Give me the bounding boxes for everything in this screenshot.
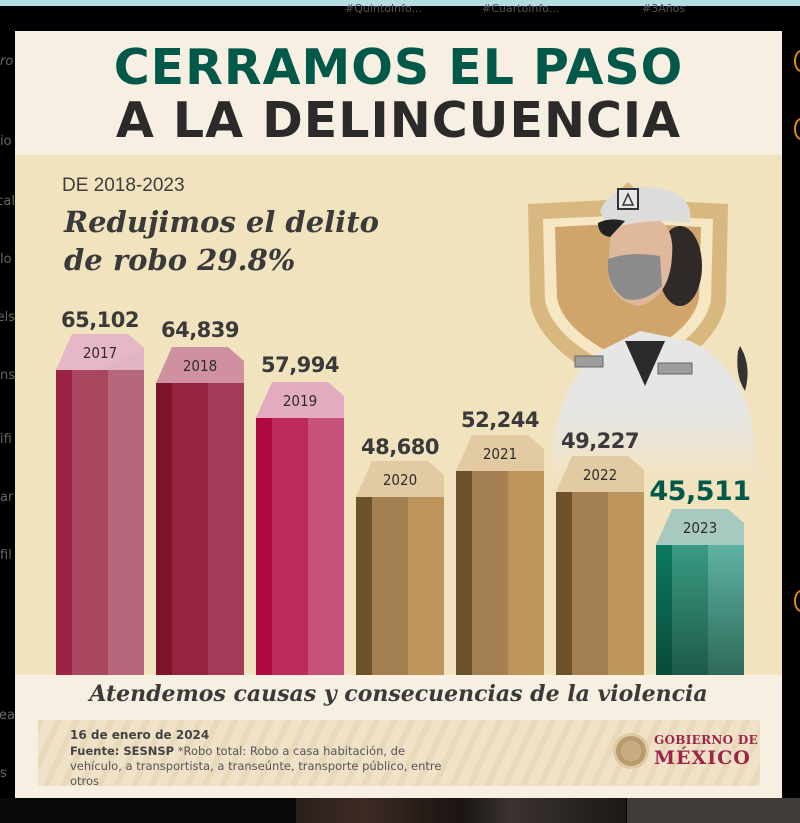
left-sidebar-cutoff: ro io cal lo els ns ifi ar fil ea s: [0, 30, 15, 800]
thumbnail-image[interactable]: [296, 798, 626, 823]
bar-2021: 2021: [456, 435, 544, 675]
sidebar-fragment[interactable]: els: [0, 310, 15, 325]
bar-value-label: 57,994: [260, 353, 340, 377]
headline-line-1: Redujimos el delito: [64, 205, 379, 239]
bar-value-label: 48,680: [360, 435, 440, 459]
bar-year-label: 2022: [582, 466, 618, 484]
notification-ring-icon[interactable]: [794, 118, 800, 140]
bar-year-label: 2023: [682, 519, 718, 537]
sidebar-fragment[interactable]: lo: [0, 252, 12, 267]
headline: Redujimos el delito de robo 29.8%: [64, 203, 379, 279]
logo-line-1: GOBIERNO DE: [654, 733, 759, 747]
infographic-card: CERRAMOS EL PASO A LA DELINCUENCIA DE 20…: [15, 31, 782, 798]
bar-value-label-highlight: 45,511: [649, 476, 751, 507]
hashtag-link[interactable]: #CuartoInfo...: [482, 2, 560, 15]
hashtag-link[interactable]: #QuintoInfo...: [345, 2, 423, 15]
source-label: Fuente: SESNSP: [70, 744, 175, 758]
bar-value-label: 49,227: [560, 429, 640, 453]
coat-of-arms-icon: [613, 733, 649, 769]
browser-top-bar: [0, 0, 800, 6]
sidebar-fragment[interactable]: ea: [0, 708, 15, 723]
sidebar-fragment[interactable]: ns: [0, 368, 15, 383]
sidebar-fragment[interactable]: ar: [0, 490, 14, 505]
bar-value-label: 65,102: [60, 308, 140, 332]
sidebar-fragment[interactable]: fil: [0, 548, 12, 563]
sidebar-fragment[interactable]: s: [0, 766, 7, 781]
sidebar-fragment[interactable]: ro: [0, 54, 14, 69]
bar-2020: 2020: [356, 461, 444, 675]
notification-ring-icon[interactable]: [794, 50, 800, 72]
soldier-illustration: [550, 186, 760, 481]
notification-ring-icon[interactable]: [794, 590, 800, 612]
tagline: Atendemos causas y consecuencias de la v…: [89, 681, 708, 707]
bar-2023: 2023: [656, 509, 744, 675]
bar-year-label: 2020: [382, 471, 418, 489]
bar-year-label: 2017: [82, 344, 118, 362]
footer: 16 de enero de 2024 Fuente: SESNSP *Robo…: [38, 720, 760, 789]
title-line-2: A LA DELINCUENCIA: [115, 92, 682, 149]
headline-line-2: de robo 29.8%: [64, 243, 296, 277]
sidebar-fragment[interactable]: cal: [0, 194, 15, 209]
bar-2018: 2018: [156, 347, 244, 675]
thumbnail-image[interactable]: [627, 798, 800, 823]
sidebar-fragment[interactable]: ifi: [0, 432, 12, 447]
bar-2017: 2017: [56, 334, 144, 675]
title-line-1: CERRAMOS EL PASO: [113, 39, 684, 96]
bar-year-label: 2021: [482, 445, 518, 463]
hashtag-link[interactable]: #3Años: [642, 2, 686, 15]
bar-year-label: 2018: [182, 357, 218, 375]
sidebar-fragment[interactable]: io: [0, 134, 12, 149]
period-label: DE 2018-2023: [62, 175, 185, 196]
source-note: Fuente: SESNSP *Robo total: Robo a casa …: [70, 744, 450, 789]
bar-value-label: 52,244: [460, 408, 540, 432]
bar-year-label: 2019: [282, 392, 318, 410]
hashtag-strip: #QuintoInfo... #CuartoInfo... #3Años: [0, 2, 800, 16]
bottom-thumbnail-strip: [0, 798, 800, 823]
logo-line-2: MÉXICO: [654, 747, 751, 769]
publish-date: 16 de enero de 2024: [70, 728, 210, 742]
bar-value-label: 64,839: [160, 318, 240, 342]
bar-2019: 2019: [256, 382, 344, 675]
source-detail: *Robo total: Robo a casa habitación, de …: [70, 744, 442, 788]
bar-2022: 2022: [556, 456, 644, 675]
